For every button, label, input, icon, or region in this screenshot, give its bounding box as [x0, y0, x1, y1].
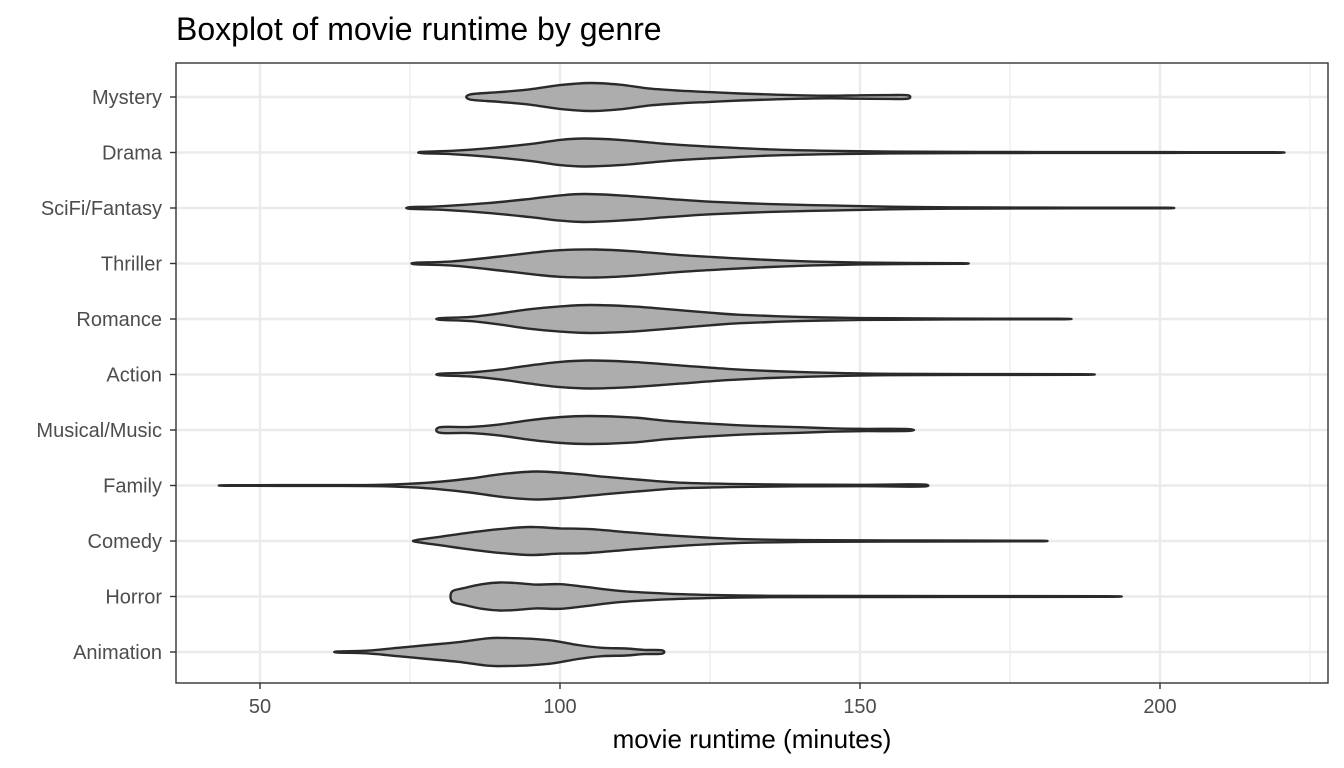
plot-panel: Animation Horror Comedy Family Musical/Music…: [36, 62, 1329, 718]
violin-romance: [435, 303, 1073, 335]
violin-animation: [333, 636, 666, 668]
y-tick-label: Family: [103, 476, 162, 498]
chart-title: Boxplot of movie runtime by genre: [176, 11, 662, 47]
violin-action: [435, 359, 1096, 390]
x-tick-label: 100: [543, 696, 576, 718]
violin-horror: [449, 581, 1123, 612]
violin-musical-music: [435, 414, 916, 446]
violin-thriller: [410, 248, 970, 279]
y-tick-label: Horror: [105, 587, 162, 609]
y-tick-label: Thriller: [101, 254, 162, 276]
violin-drama: [417, 137, 1286, 168]
violin-family: [217, 470, 930, 501]
violin-comedy: [411, 525, 1049, 557]
y-tick-label: Romance: [76, 309, 162, 331]
y-tick-label: SciFi/Fantasy: [41, 198, 162, 220]
panel-border: [175, 62, 1329, 684]
x-axis-title: movie runtime (minutes): [613, 724, 892, 754]
violin-scifi-fantasy: [405, 192, 1176, 224]
violin-mystery: [465, 81, 912, 113]
y-tick-label: Mystery: [92, 87, 162, 109]
y-tick-label: Animation: [73, 642, 162, 664]
x-tick-label: 150: [843, 696, 876, 718]
x-tick-label: 200: [1143, 696, 1176, 718]
x-tick-label: 50: [249, 696, 271, 718]
y-tick-label: Action: [106, 365, 162, 387]
y-tick-label: Comedy: [88, 531, 162, 553]
y-tick-label: Musical/Music: [36, 420, 162, 442]
y-tick-label: Drama: [102, 143, 163, 165]
